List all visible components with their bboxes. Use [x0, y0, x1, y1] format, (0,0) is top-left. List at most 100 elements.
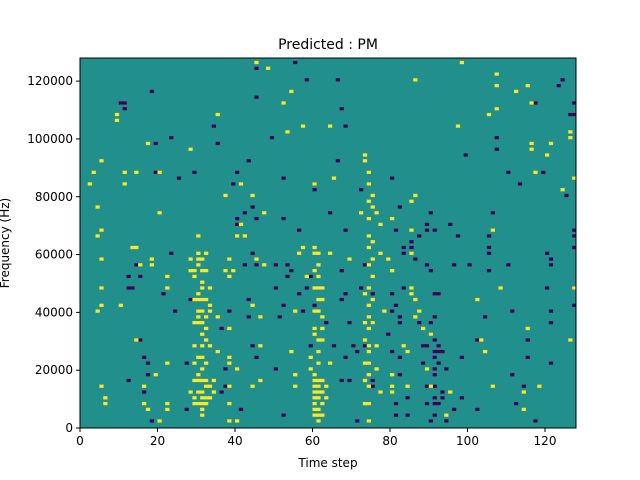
heatmap-cell-high: [316, 419, 321, 423]
heatmap-cell-high: [242, 234, 247, 238]
heatmap-cell-high: [572, 286, 577, 290]
heatmap-cell-high: [200, 390, 205, 394]
heatmap-cell-low: [390, 292, 395, 296]
heatmap-cell-high: [459, 60, 464, 65]
heatmap-cell-high: [204, 401, 209, 406]
heatmap-cell-high: [192, 344, 197, 348]
heatmap-cell-low: [432, 292, 437, 296]
heatmap-cell-high: [204, 378, 209, 383]
heatmap-cell-high: [366, 216, 371, 221]
heatmap-cell-high: [211, 390, 216, 394]
heatmap-cell-high: [196, 297, 201, 302]
heatmap-cell-low: [397, 315, 402, 319]
heatmap-cell-low: [525, 355, 530, 359]
y-axis-label: Frequency (Hz): [0, 198, 12, 289]
heatmap-cell-low: [440, 349, 445, 354]
heatmap-cell-high: [188, 147, 193, 151]
heatmap-cell-high: [207, 396, 213, 400]
heatmap-cell-high: [188, 269, 193, 273]
heatmap-cell-high: [316, 251, 321, 255]
heatmap-cell-low: [300, 309, 306, 313]
heatmap-cell-high: [308, 355, 313, 359]
heatmap-cell-low: [533, 101, 538, 105]
heatmap-cell-high: [312, 378, 317, 383]
heatmap-cell-high: [289, 349, 294, 354]
heatmap-cell-low: [572, 228, 577, 232]
y-tick-label: 60000: [35, 248, 73, 262]
heatmap-cell-high: [204, 396, 209, 400]
heatmap-cell-high: [312, 332, 317, 336]
heatmap-cell-high: [99, 257, 104, 261]
heatmap-cell-high: [374, 344, 379, 348]
heatmap-cell-high: [196, 263, 201, 267]
heatmap-cell-high: [370, 297, 375, 302]
heatmap-cell-low: [475, 407, 480, 412]
heatmap-cell-high: [328, 251, 333, 255]
heatmap-cell-high: [417, 309, 422, 313]
heatmap-cell-high: [238, 182, 244, 186]
heatmap-cell-high: [316, 274, 321, 279]
heatmap-cell-low: [246, 297, 251, 302]
heatmap-cell-high: [370, 240, 375, 244]
heatmap-cell-high: [293, 373, 298, 377]
heatmap-cell-low: [436, 401, 441, 406]
heatmap-cell-low: [452, 407, 457, 412]
x-tick-label: 100: [456, 434, 479, 448]
heatmap-cell-high: [227, 361, 232, 365]
heatmap-cell-low: [362, 263, 368, 267]
heatmap-cell-low: [246, 315, 251, 319]
heatmap-cell-low: [397, 373, 402, 377]
heatmap-cell-high: [188, 390, 193, 394]
heatmap-cell-low: [432, 315, 437, 319]
heatmap-cell-high: [409, 228, 414, 232]
heatmap-cell-low: [401, 251, 406, 255]
heatmap-cell-high: [192, 378, 197, 383]
heatmap-cell-low: [130, 286, 135, 290]
heatmap-cell-low: [413, 257, 418, 261]
heatmap-cell-high: [390, 384, 395, 388]
heatmap-cell-low: [424, 222, 430, 227]
heatmap-cell-high: [192, 396, 197, 400]
heatmap-cell-high: [320, 315, 325, 319]
heatmap-cell-low: [331, 344, 337, 348]
heatmap-cell-low: [173, 309, 178, 313]
heatmap-cell-high: [316, 263, 321, 267]
heatmap-cell-high: [204, 361, 209, 365]
heatmap-cell-high: [428, 384, 433, 388]
heatmap-cell-low: [285, 274, 290, 279]
heatmap-cell-high: [328, 361, 333, 365]
heatmap-cell-low: [448, 222, 453, 227]
heatmap-cell-low: [390, 176, 395, 180]
heatmap-cell-low: [560, 78, 565, 82]
heatmap-cell-low: [432, 384, 437, 388]
heatmap-cell-low: [393, 413, 399, 417]
heatmap-cell-low: [359, 188, 364, 192]
heatmap-cell-high: [366, 263, 371, 267]
heatmap-cell-high: [316, 407, 321, 412]
y-tick-label: 0: [65, 421, 73, 435]
heatmap-cell-high: [424, 367, 430, 371]
heatmap-cell-high: [114, 112, 120, 117]
heatmap-cell-high: [165, 274, 170, 279]
heatmap-cell-low: [393, 303, 399, 307]
heatmap-cell-high: [362, 338, 368, 342]
heatmap-cell-high: [211, 378, 216, 383]
heatmap-cell-high: [312, 286, 317, 290]
heatmap-cell-low: [548, 263, 554, 267]
heatmap-cell-high: [405, 349, 410, 354]
heatmap-cell-high: [324, 396, 329, 400]
heatmap-cell-high: [200, 378, 205, 383]
heatmap-cell-low: [285, 263, 290, 267]
heatmap-cell-high: [444, 413, 449, 417]
heatmap-cell-low: [297, 228, 302, 232]
heatmap-cell-high: [316, 338, 321, 342]
heatmap-cell-low: [281, 216, 286, 221]
heatmap-cell-high: [366, 303, 371, 307]
heatmap-cell-high: [87, 182, 92, 186]
heatmap-cell-low: [517, 182, 523, 186]
heatmap-cell-low: [254, 216, 259, 221]
heatmap-cell-high: [428, 332, 433, 336]
heatmap-cell-low: [227, 309, 232, 313]
heatmap-cell-high: [165, 407, 170, 412]
heatmap-cell-low: [242, 211, 247, 215]
